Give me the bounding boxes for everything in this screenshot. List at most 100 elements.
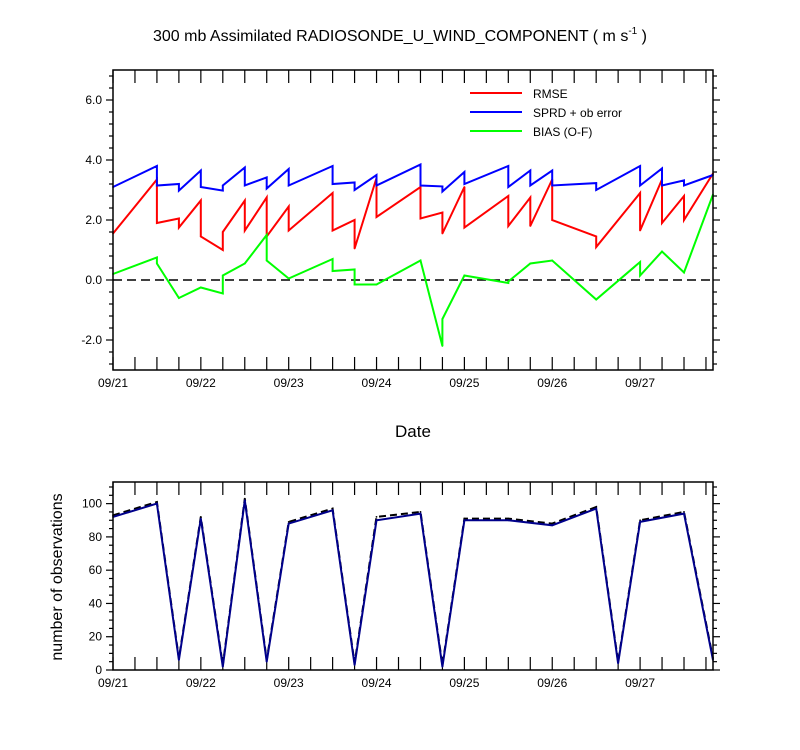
data-point-observations — [331, 507, 334, 510]
data-point-rmse — [639, 229, 641, 232]
x-tick-label: 09/24 — [362, 676, 392, 690]
data-point-bias-o-f — [551, 259, 554, 262]
data-point-observations — [375, 516, 378, 518]
data-point-sprd-ob-error — [419, 163, 422, 166]
data-point-sprd-ob-error — [639, 184, 641, 187]
data-point-rmse — [221, 231, 224, 233]
chart-title-close: ) — [637, 28, 647, 45]
data-point-observations — [507, 517, 510, 520]
data-point-bias-o-f — [156, 256, 158, 259]
x-tick-label: 09/23 — [274, 676, 304, 690]
y-tick-label: 100 — [82, 497, 102, 511]
x-tick-label: 09/21 — [98, 676, 128, 690]
data-point-rmse — [507, 225, 510, 227]
data-point-rmse — [156, 222, 158, 224]
x-tick-label: 09/26 — [537, 676, 567, 690]
data-point-observations — [551, 522, 554, 525]
data-point-rmse — [441, 211, 444, 214]
data-point-sprd-ob-error — [287, 168, 290, 170]
data-point-observations-used — [617, 662, 619, 665]
x-tick-label: 09/23 — [274, 376, 304, 390]
data-point-bias-o-f — [199, 286, 202, 289]
data-point-sprd-ob-error — [661, 167, 663, 170]
data-point-observations-used — [639, 521, 641, 523]
data-point-rmse — [529, 196, 532, 199]
data-point-rmse — [419, 186, 422, 188]
data-point-bias-o-f — [265, 234, 268, 236]
bottom-y-axis-title: number of observations — [49, 493, 66, 660]
x-tick-label: 09/21 — [98, 376, 128, 390]
series-line-rmse — [112, 172, 714, 252]
data-point-rmse — [243, 199, 246, 202]
data-point-bias-o-f — [639, 274, 641, 277]
data-point-sprd-ob-error — [463, 183, 466, 185]
data-point-sprd-ob-error — [441, 190, 444, 193]
chart-title: 300 mb Assimilated RADIOSONDE_U_WIND_COM… — [153, 26, 647, 45]
y-tick-label: 0 — [95, 663, 102, 677]
bottom-plot: 09/21 09/22 09/23 09/24 09/25 09/26 09/27 0 20 40… — [82, 481, 720, 690]
data-point-bias-o-f — [463, 274, 466, 277]
data-point-sprd-ob-error — [661, 184, 663, 187]
data-point-sprd-ob-error — [683, 179, 685, 182]
top-plot: 09/21 09/22 09/23 09/24 09/25 09/26 09/27 -2.0 0… — [81, 69, 720, 390]
data-point-sprd-ob-error — [353, 189, 356, 191]
data-point-bias-o-f — [529, 262, 532, 265]
x-tick-label: 09/27 — [625, 376, 655, 390]
data-point-rmse — [529, 225, 532, 227]
legend: RMSE SPRD + ob error BIAS (O-F) — [470, 87, 622, 139]
data-point-rmse — [265, 196, 268, 199]
data-point-rmse — [287, 205, 290, 208]
series-line-sprd-ob-error — [112, 162, 714, 194]
data-point-observations-used — [178, 659, 180, 661]
data-point-bias-o-f — [178, 297, 180, 299]
data-point-sprd-ob-error — [331, 183, 334, 185]
data-point-observations-used — [507, 519, 510, 522]
data-point-sprd-ob-error — [156, 165, 158, 167]
data-point-sprd-ob-error — [178, 183, 180, 185]
data-point-sprd-ob-error — [375, 174, 378, 176]
data-point-rmse — [595, 235, 598, 238]
data-point-bias-o-f — [441, 318, 444, 320]
data-point-sprd-ob-error — [595, 189, 598, 191]
x-tick-label: 09/27 — [625, 676, 655, 690]
y-tick-label: 4.0 — [85, 153, 102, 167]
data-point-sprd-ob-error — [221, 184, 224, 187]
data-point-rmse — [199, 199, 202, 202]
data-point-observations — [683, 511, 685, 513]
data-point-sprd-ob-error — [683, 184, 685, 187]
data-point-rmse — [463, 226, 466, 229]
data-point-bias-o-f — [221, 274, 224, 277]
data-point-rmse — [419, 217, 422, 220]
top-x-axis-title: Date — [395, 422, 431, 441]
data-point-sprd-ob-error — [199, 169, 202, 172]
data-point-bias-o-f — [331, 258, 334, 260]
data-point-observations — [199, 516, 202, 518]
data-point-sprd-ob-error — [199, 186, 202, 188]
data-point-rmse — [353, 219, 356, 221]
data-point-observations-used — [463, 519, 466, 522]
x-tick-label: 09/25 — [449, 376, 479, 390]
plot-frame — [112, 69, 714, 371]
data-point-sprd-ob-error — [331, 165, 334, 167]
data-point-observations-used — [221, 665, 224, 668]
data-point-bias-o-f — [287, 277, 290, 280]
data-point-rmse — [683, 219, 685, 221]
data-point-sprd-ob-error — [419, 184, 422, 187]
y-tick-label: 6.0 — [85, 93, 102, 107]
data-point-bias-o-f — [221, 292, 224, 295]
data-point-bias-o-f — [507, 280, 510, 283]
data-point-sprd-ob-error — [353, 181, 356, 184]
data-point-bias-o-f — [331, 270, 334, 272]
data-point-sprd-ob-error — [287, 184, 290, 187]
y-tick-label: 80 — [89, 530, 103, 544]
data-point-observations — [463, 517, 466, 520]
data-point-observations — [287, 521, 290, 523]
data-point-rmse — [441, 232, 444, 235]
data-point-bias-o-f — [595, 298, 598, 301]
y-tick-label: -2.0 — [81, 333, 102, 347]
data-point-observations-used — [375, 519, 378, 522]
data-point-bias-o-f — [639, 261, 641, 263]
data-point-sprd-ob-error — [551, 169, 554, 172]
data-point-sprd-ob-error — [529, 169, 532, 172]
legend-label-sprd-ob-error: SPRD + ob error — [533, 106, 622, 120]
